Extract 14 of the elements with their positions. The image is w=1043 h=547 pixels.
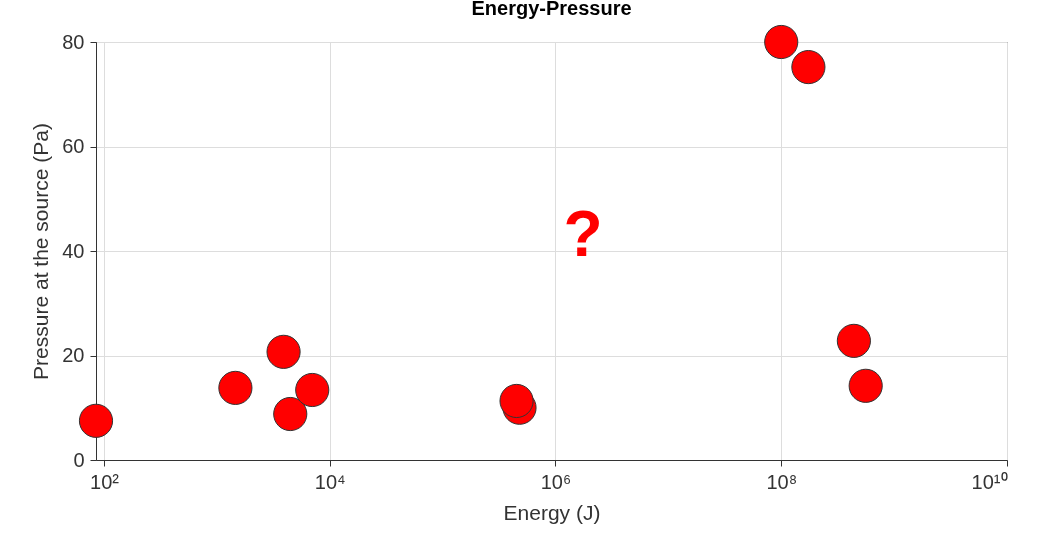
x-tick-label: 10¹⁰ <box>971 470 1008 493</box>
y-tick-label: 80 <box>62 30 85 53</box>
annotation: ? <box>563 198 603 270</box>
y-axis-title: Pressure at the source (Pa) <box>29 123 53 380</box>
y-tick-label: 40 <box>62 239 85 262</box>
x-tick-label: 10⁶ <box>540 470 572 493</box>
x-tick-label: 10⁸ <box>766 470 798 493</box>
y-tick-label: 20 <box>62 344 85 366</box>
x-tick-label: 10² <box>90 470 120 493</box>
x-axis-title: Energy (J) <box>503 500 601 524</box>
chart-title: Energy-Pressure <box>471 0 632 20</box>
y-tick-label: 60 <box>62 135 85 157</box>
y-tick-label: 0 <box>73 448 85 471</box>
x-tick-label: 10⁴ <box>314 470 346 493</box>
